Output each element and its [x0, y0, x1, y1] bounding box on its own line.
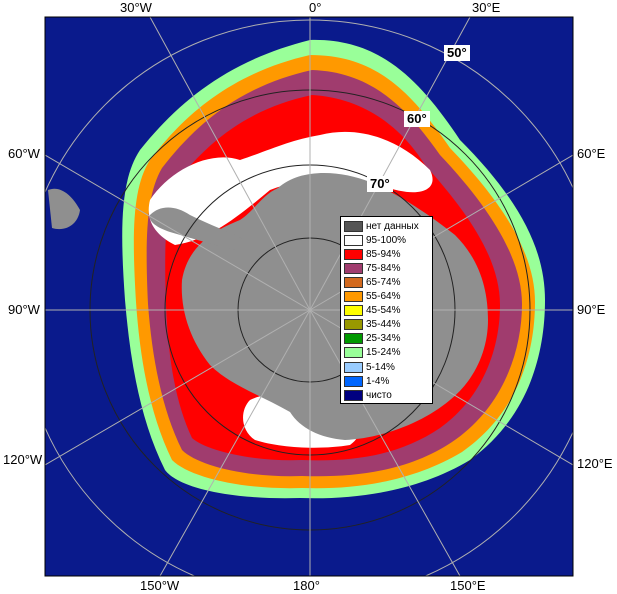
legend-item: нет данных — [344, 220, 419, 232]
lon-label-120e: 120°E — [577, 456, 613, 471]
legend-label: 95-100% — [366, 234, 407, 246]
legend-label: 85-94% — [366, 248, 401, 260]
legend-item: 95-100% — [344, 234, 406, 246]
legend-swatch — [344, 276, 363, 288]
lon-label-60e: 60°E — [577, 146, 606, 161]
lon-label-60w: 60°W — [8, 146, 40, 161]
legend-label: 55-64% — [366, 291, 401, 302]
legend-item: 5-14% — [344, 361, 395, 373]
lon-label-0: 0° — [309, 0, 322, 15]
legend-item: 25-34% — [344, 333, 400, 345]
legend-item: 35-44% — [344, 319, 400, 331]
lon-label-150w: 150°W — [140, 578, 180, 593]
legend: нет данных 95-100% 85-94% 75-84% 65-74% 55-64… — [340, 216, 433, 404]
lon-label-30w: 30°W — [120, 0, 152, 15]
legend-label: 1-4% — [366, 375, 390, 387]
legend-item: 1-4% — [344, 375, 389, 387]
antarctic-peninsula — [149, 207, 245, 250]
legend-swatch — [344, 333, 363, 345]
legend-swatch — [344, 389, 363, 401]
legend-swatch — [344, 248, 363, 260]
legend-item: 15-24% — [344, 347, 400, 359]
lon-label-120w: 120°W — [3, 452, 43, 467]
map-frame — [44, 16, 574, 577]
ice-patch-weddell — [148, 131, 433, 245]
legend-label: чисто — [366, 389, 392, 401]
legend-item: 65-74% — [344, 276, 400, 288]
legend-swatch — [344, 347, 363, 359]
lon-label-30e: 30°E — [472, 0, 501, 15]
lat-label-60: 60° — [404, 111, 430, 127]
legend-item: 55-64% — [344, 291, 400, 303]
meridian-30e — [309, 17, 471, 311]
legend-label: 65-74% — [366, 276, 401, 288]
legend-label: 25-34% — [366, 333, 401, 345]
meridian-150e — [309, 309, 461, 576]
legend-label: 75-84% — [366, 262, 401, 274]
lat-label-50: 50° — [444, 45, 470, 61]
legend-label: 35-44% — [366, 319, 401, 331]
legend-item: 85-94% — [344, 248, 400, 260]
lon-label-150e: 150°E — [450, 578, 486, 593]
meridian-30w — [149, 17, 311, 311]
legend-label: 5-14% — [366, 361, 395, 373]
legend-swatch — [344, 234, 363, 246]
legend-swatch — [344, 361, 363, 373]
legend-swatch — [344, 375, 363, 387]
legend-label: нет данных — [366, 220, 419, 232]
lon-label-90w: 90°W — [8, 302, 40, 317]
legend-swatch — [344, 305, 363, 317]
legend-swatch — [344, 220, 363, 232]
lon-label-90e: 90°E — [577, 302, 606, 317]
lat-label-70: 70° — [367, 176, 393, 192]
legend-swatch — [344, 262, 363, 274]
legend-swatch — [344, 291, 363, 302]
legend-item: чисто — [344, 389, 392, 401]
lon-label-180: 180° — [293, 578, 320, 593]
legend-label: 45-54% — [366, 305, 401, 317]
legend-label: 15-24% — [366, 347, 401, 359]
legend-swatch — [344, 319, 363, 331]
legend-item: 75-84% — [344, 262, 400, 274]
legend-item: 45-54% — [344, 305, 400, 317]
meridian-60w — [45, 154, 311, 311]
south-america-tip — [48, 188, 80, 230]
meridian-150w — [159, 309, 311, 576]
meridian-120w — [45, 309, 311, 466]
